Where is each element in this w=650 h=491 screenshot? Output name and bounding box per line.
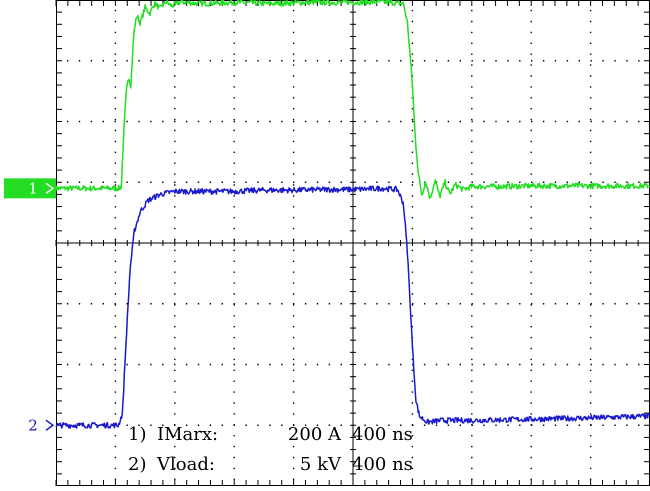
channel-1-time-label: 400 ns <box>352 424 413 445</box>
channel-2-scale-label: 5 kV <box>300 454 342 475</box>
channel-1-marker-arrow <box>45 182 55 194</box>
channel-1-scale-label: 200 A <box>288 424 342 445</box>
traces <box>55 0 650 429</box>
channel-2-marker-number: 2 <box>28 416 38 434</box>
channel-2-time-label: 400 ns <box>352 454 413 475</box>
trace-channel-1 <box>55 0 650 199</box>
channel-markers: 12 <box>4 178 56 434</box>
channel-2-name-label: Vload: <box>156 454 215 475</box>
channel-1-index-label: 1) <box>128 424 146 445</box>
channel-1-marker-number: 1 <box>28 179 38 197</box>
channel-2-index-label: 2) <box>128 454 146 475</box>
trace-channel-2 <box>55 185 650 429</box>
channel-1-marker-bg <box>4 178 56 199</box>
graticule <box>55 0 650 487</box>
channel-2-marker-arrow <box>45 419 55 431</box>
channel-1-name-label: IMarx: <box>157 424 218 445</box>
channel-settings-labels: 1) IMarx: 200 A 400 ns 2) Vload: 5 kV 400 ns <box>128 424 413 475</box>
